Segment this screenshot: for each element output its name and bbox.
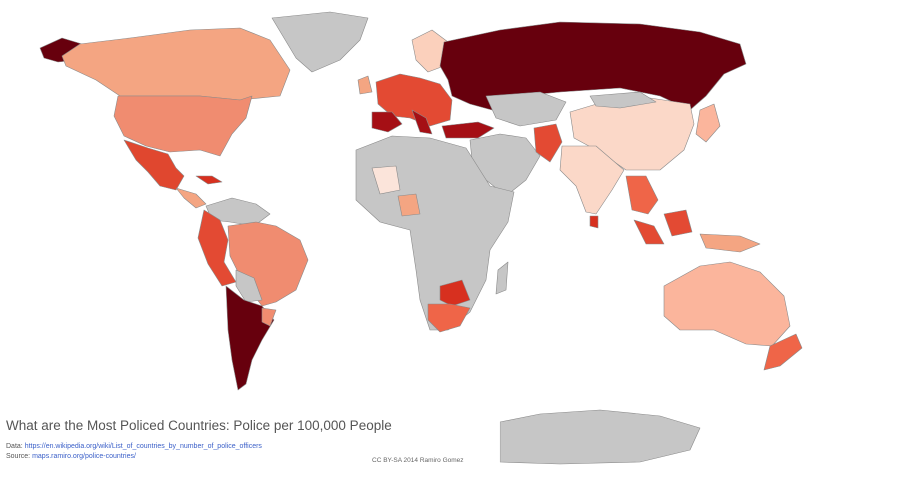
country [235,269,263,303]
credit: CC BY-SA 2014 Ramiro Gomez [372,457,464,464]
country [499,409,701,465]
country [763,333,803,371]
country [427,303,471,333]
country [589,215,599,229]
country [411,109,433,135]
country [495,261,509,295]
country [633,219,665,245]
data-line: Data: https://en.wikipedia.org/wiki/List… [6,443,262,450]
country [227,221,309,307]
source-line: Source: maps.ramiro.org/police-countries… [6,453,136,460]
country [625,175,659,215]
country [485,91,567,127]
country [195,175,223,185]
country [439,279,471,307]
country [663,209,693,237]
source-label: Source: [6,453,31,460]
data-label: Data: [6,443,23,450]
caption-box: What are the Most Policed Countries: Pol… [0,412,500,468]
country [261,307,277,327]
country [113,95,253,157]
country [695,103,721,143]
country [123,139,185,191]
country [589,91,657,109]
country [357,75,373,95]
country [271,11,369,73]
data-link[interactable]: https://en.wikipedia.org/wiki/List_of_co… [24,443,262,450]
map-title: What are the Most Policed Countries: Pol… [6,418,392,433]
country [371,111,403,133]
country [559,145,625,215]
source-link[interactable]: maps.ramiro.org/police-countries/ [32,453,136,460]
country [533,123,563,163]
country [397,193,421,217]
country [371,165,401,195]
country [175,187,207,209]
country [699,233,761,253]
country [663,261,791,347]
country [61,27,291,101]
country [441,121,495,139]
